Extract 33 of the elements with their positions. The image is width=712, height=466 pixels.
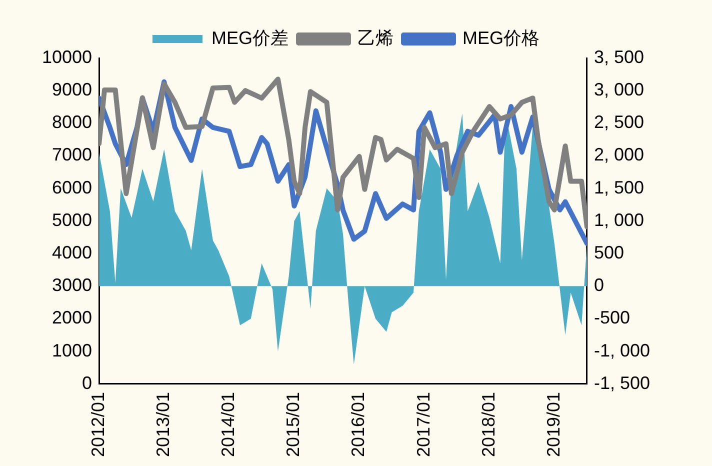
legend-label: MEG价格 bbox=[462, 28, 540, 48]
y-tick-label: 1000 bbox=[52, 340, 92, 360]
x-tick-label: 2017/01 bbox=[413, 392, 434, 458]
y-tick-label: 7000 bbox=[52, 144, 92, 165]
y2-tick-label: 3, 000 bbox=[594, 80, 644, 100]
x-tick-label: 2019/01 bbox=[543, 392, 564, 458]
x-tick-label: 2016/01 bbox=[348, 392, 368, 458]
y2-tick-label: 0 bbox=[594, 275, 604, 296]
y-tick-label: 4000 bbox=[52, 242, 92, 263]
y-tick-label: 0 bbox=[82, 372, 92, 393]
x-tick-label: 2018/01 bbox=[478, 392, 498, 458]
y2-tick-label: 1, 000 bbox=[594, 210, 644, 230]
y-tick-label: 2000 bbox=[52, 308, 92, 328]
x-tick-label: 2013/01 bbox=[153, 392, 174, 458]
y-tick-label: 9000 bbox=[52, 80, 92, 100]
x-tick-label: 2015/01 bbox=[283, 392, 304, 458]
y-tick-label: 5000 bbox=[52, 210, 92, 230]
x-tick-label: 2014/01 bbox=[218, 392, 238, 458]
y-tick-label: 6000 bbox=[52, 177, 92, 198]
y-tick-label: 10000 bbox=[42, 46, 92, 67]
y2-tick-label: -1, 000 bbox=[594, 340, 650, 360]
y2-tick-label: 3, 500 bbox=[594, 46, 644, 67]
x-tick-label: 2012/01 bbox=[88, 392, 108, 458]
y2-tick-label: 2, 000 bbox=[594, 144, 644, 165]
y-tick-label: 3000 bbox=[52, 275, 92, 296]
legend-label: 乙烯 bbox=[358, 28, 394, 48]
y2-tick-label: -1, 500 bbox=[594, 372, 650, 393]
y2-tick-label: 2, 500 bbox=[594, 112, 644, 132]
y-tick-label: 8000 bbox=[52, 112, 92, 132]
legend-label: MEG价差 bbox=[212, 28, 289, 48]
y2-tick-label: 500 bbox=[594, 242, 624, 263]
y2-tick-label: 1, 500 bbox=[594, 177, 644, 198]
y2-tick-label: -500 bbox=[594, 308, 630, 328]
